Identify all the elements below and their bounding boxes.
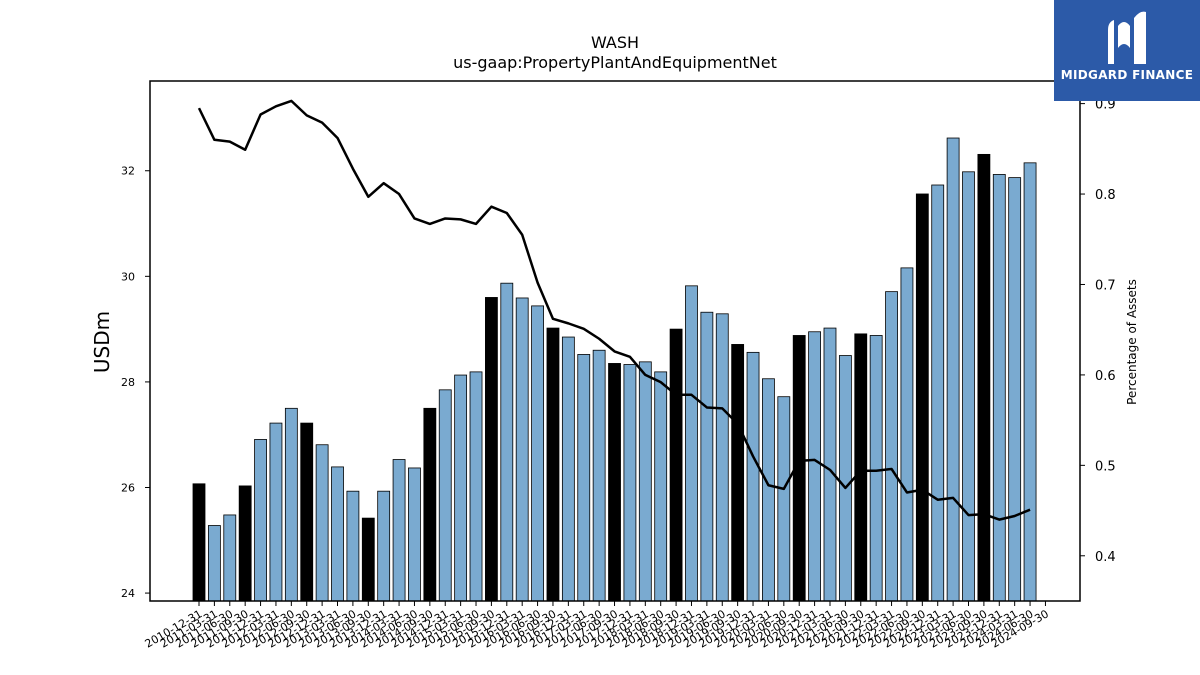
bar bbox=[977, 153, 991, 602]
bar bbox=[238, 485, 252, 602]
y-tick-label: 32 bbox=[121, 165, 135, 178]
bar bbox=[869, 335, 883, 602]
bar bbox=[469, 371, 483, 602]
y-axis-label: USDm bbox=[90, 311, 114, 373]
bar bbox=[192, 483, 206, 602]
y2-tick-label: 0.7 bbox=[1095, 278, 1116, 293]
chart-subtitle: us-gaap:PropertyPlantAndEquipmentNet bbox=[453, 53, 777, 72]
line-series bbox=[197, 99, 1031, 521]
bar bbox=[915, 193, 929, 602]
bar bbox=[485, 297, 498, 602]
y2-tick-label: 0.6 bbox=[1095, 369, 1116, 384]
y-tick-label: 24 bbox=[121, 587, 135, 600]
bar bbox=[377, 490, 391, 602]
bar bbox=[592, 349, 606, 602]
bar bbox=[531, 305, 544, 602]
y2-tick-label: 0.8 bbox=[1095, 188, 1116, 203]
bar bbox=[638, 361, 652, 602]
bar bbox=[454, 374, 468, 602]
bar bbox=[269, 422, 283, 602]
bar bbox=[654, 371, 668, 602]
bar bbox=[946, 137, 960, 602]
bar bbox=[808, 331, 821, 602]
plot-frame bbox=[149, 80, 1081, 602]
bar bbox=[577, 354, 591, 602]
bar bbox=[746, 351, 760, 602]
bar bbox=[315, 444, 329, 602]
bar bbox=[515, 297, 529, 602]
bar bbox=[854, 333, 868, 602]
chart-title: WASH bbox=[591, 33, 639, 52]
logo-mark-icon bbox=[1108, 11, 1146, 65]
brand-logo: MIDGARD FINANCE bbox=[1054, 0, 1200, 101]
y-tick-label: 30 bbox=[121, 270, 135, 283]
bar bbox=[331, 466, 344, 602]
bar bbox=[223, 514, 237, 602]
bar bbox=[685, 285, 698, 602]
bar bbox=[608, 363, 621, 602]
y2-tick-label: 0.4 bbox=[1095, 550, 1116, 565]
y2-axis-label: Percentage of Assets bbox=[1125, 279, 1139, 405]
bar bbox=[300, 422, 314, 602]
bar bbox=[254, 439, 267, 602]
bar bbox=[546, 327, 560, 602]
bar bbox=[423, 407, 437, 602]
bar bbox=[715, 313, 729, 602]
bar bbox=[838, 355, 852, 602]
bar bbox=[1008, 177, 1022, 602]
bar bbox=[762, 378, 775, 602]
y-tick-label: 26 bbox=[121, 481, 135, 494]
logo-text: MIDGARD FINANCE bbox=[1060, 68, 1194, 82]
bar bbox=[361, 517, 375, 602]
bar bbox=[1023, 162, 1037, 602]
bar bbox=[700, 311, 714, 602]
bar bbox=[885, 291, 898, 602]
bar bbox=[346, 490, 360, 602]
bar bbox=[438, 389, 452, 602]
bar bbox=[408, 467, 421, 602]
bar bbox=[931, 184, 945, 602]
bar bbox=[823, 327, 837, 602]
bar bbox=[561, 336, 575, 602]
bar bbox=[900, 267, 914, 602]
y-tick-label: 28 bbox=[121, 376, 135, 389]
bar bbox=[284, 407, 298, 602]
bar bbox=[392, 459, 406, 602]
y2-tick-label: 0.5 bbox=[1095, 459, 1116, 474]
bar bbox=[207, 525, 221, 602]
bar bbox=[500, 282, 514, 602]
bar bbox=[777, 396, 791, 602]
bar bbox=[992, 174, 1006, 602]
bar bbox=[731, 344, 745, 602]
bar bbox=[669, 328, 683, 602]
y2-tick-label: 0.9 bbox=[1095, 98, 1116, 113]
bar bbox=[962, 171, 975, 602]
bar bbox=[623, 364, 637, 602]
